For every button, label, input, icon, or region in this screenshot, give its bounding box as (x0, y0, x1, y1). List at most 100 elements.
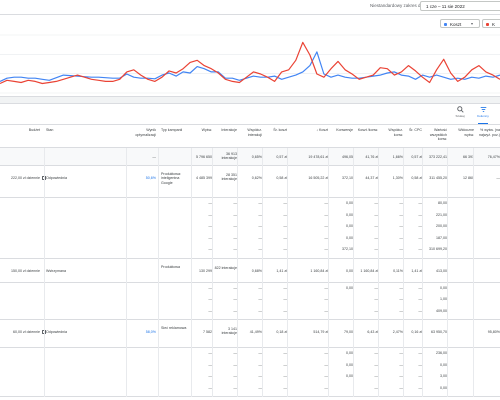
cell-rate: 0,62% (251, 176, 262, 180)
column-header[interactable]: Stan (46, 128, 54, 132)
cell-empty-dash: — (399, 385, 403, 390)
cell-empty-dash: — (283, 212, 287, 217)
cell-empty-dash: — (324, 351, 328, 355)
cell-impr: 130 299 (199, 268, 212, 273)
date-range-value: 1 cze – 11 sie 2022 (426, 4, 465, 9)
column-header[interactable]: Współcz. konw. (388, 128, 403, 137)
date-range-picker[interactable]: 1 cze – 11 sie 2022 (420, 1, 500, 11)
cell-empty-dash: — (324, 385, 328, 390)
cell-empty-dash: — (233, 201, 237, 205)
cell-empty-dash: — (258, 308, 262, 313)
cell-empty-dash: — (374, 247, 378, 251)
metric-selector-cost[interactable]: Koszt ▾ (440, 19, 480, 28)
cell-empty-dash: — (258, 362, 262, 367)
cell-conv: 0,00 (346, 212, 353, 217)
cell-empty-dash: — (233, 212, 237, 217)
cell-opt[interactable]: 50,6% (145, 176, 156, 180)
cell-empty-dash: — (399, 201, 403, 205)
cell-empty-dash: — (418, 201, 422, 205)
column-header[interactable]: Interakcje (221, 128, 237, 132)
cell-inter: 28 351 interakcje (221, 173, 237, 182)
cell-convrate: 1,66% (392, 155, 403, 159)
column-divider (237, 148, 238, 397)
cell-rate: 41,49% (249, 330, 262, 334)
cell-cost: 514,79 zł (313, 330, 328, 334)
cell-value: 1,00 (440, 297, 447, 301)
cell-value: 0,00 (440, 385, 447, 390)
cell-conv: 79,00 (344, 330, 353, 334)
cell-conv: 0,00 (346, 351, 353, 355)
column-header[interactable]: Wyśw. (201, 128, 212, 132)
metric-selector-second[interactable]: K (482, 19, 500, 28)
cell-impr: 5 796 650 (196, 155, 212, 159)
cell-cost: 16 505,22 zł (308, 176, 328, 180)
column-divider (158, 148, 159, 397)
cell-inter: 822 interakcje (214, 265, 237, 270)
cell-empty-dash: — (399, 308, 403, 313)
column-header[interactable]: Śr. CPC (409, 128, 422, 132)
cell-empty-dash: — (418, 362, 422, 367)
cell-empty-dash: — (258, 351, 262, 355)
cell-empty-dash: — (258, 247, 262, 251)
cell-conv: 0,00 (346, 235, 353, 240)
cell-type: Sieć reklamowa (161, 326, 187, 330)
cell-empty-dash: — (324, 212, 328, 217)
cell-conv: 0,00 (346, 374, 353, 378)
cell-cpc: 1,41 zł (411, 268, 422, 273)
cell-conv: 0,00 (346, 201, 353, 205)
column-header[interactable]: Wynik optymalizacji (135, 128, 156, 137)
cell-empty-dash: — (399, 224, 403, 228)
cell-avgcost: 1,41 zł (276, 268, 287, 273)
date-range-label: Niestandardowy zakres dat (370, 3, 425, 8)
column-divider (191, 148, 192, 397)
columns-tool[interactable]: Kolumny (476, 106, 490, 118)
cell-empty-dash: — (258, 201, 262, 205)
cell-empty-dash: — (208, 362, 212, 367)
cell-empty-dash: — (208, 385, 212, 390)
cell-value: 413,00 (436, 268, 447, 273)
cell-empty-dash: — (374, 224, 378, 228)
column-header[interactable]: Śr. koszt (273, 128, 287, 132)
cell-conv: 0,00 (346, 362, 353, 367)
column-divider (403, 148, 404, 397)
series-line-2 (0, 41, 500, 85)
cell-empty-dash: — (208, 374, 212, 378)
cell-empty-dash: — (233, 224, 237, 228)
cell-empty-dash: — (418, 374, 422, 378)
columns-icon (480, 106, 486, 113)
cell-convrate: 1,30% (392, 176, 403, 180)
cell-empty-dash: — (258, 297, 262, 301)
search-icon (456, 106, 464, 113)
cell-empty-dash: — (324, 297, 328, 301)
cell-opt[interactable]: 58,0% (145, 330, 156, 334)
cell-empty-dash: — (418, 235, 422, 240)
cell-costconv: 44,37 zł (365, 176, 378, 180)
cell-value: 0,00 (440, 285, 447, 290)
cell-empty-dash: — (324, 235, 328, 240)
column-header[interactable]: Typ kampanii (161, 128, 183, 132)
cell-viewable: 66 391 (463, 155, 474, 159)
column-header[interactable]: Współcz. interakcji (247, 128, 262, 137)
cell-empty-dash: — (233, 285, 237, 290)
column-divider (378, 148, 379, 397)
column-header[interactable]: Konwersje (336, 128, 353, 132)
column-header[interactable]: Wartość wszystkich konw. (429, 128, 447, 142)
cell-empty-dash: — (418, 224, 422, 228)
series-line-1 (0, 51, 500, 82)
column-header[interactable]: Widoczne wyśw. (458, 128, 474, 137)
cell-empty-dash: — (233, 385, 237, 390)
conversion-breakdown: — — — — — — — — 0,00 0,00 — — — — — — — — 1,00 — — — — — — — — 409,… (0, 282, 500, 320)
cell-empty-dash: — (208, 212, 212, 217)
column-header[interactable]: ↓ Koszt (316, 128, 328, 132)
cell-convrate: 2,47% (392, 330, 403, 334)
cell-empty-dash: — (283, 235, 287, 240)
column-header[interactable]: % wyśw. (na najwyż. poz.) (479, 128, 500, 137)
column-header[interactable]: Budżet (28, 128, 40, 132)
cell-status: Odpowiednia (46, 176, 67, 180)
search-tool[interactable]: Szukaj (453, 106, 467, 118)
cell-empty-dash: — (399, 297, 403, 301)
cell-empty-dash: — (283, 374, 287, 378)
cell-viewable: 12 860 (463, 176, 474, 180)
column-header[interactable]: Koszt /konw. (357, 128, 378, 132)
active-tool-indicator (478, 123, 488, 124)
